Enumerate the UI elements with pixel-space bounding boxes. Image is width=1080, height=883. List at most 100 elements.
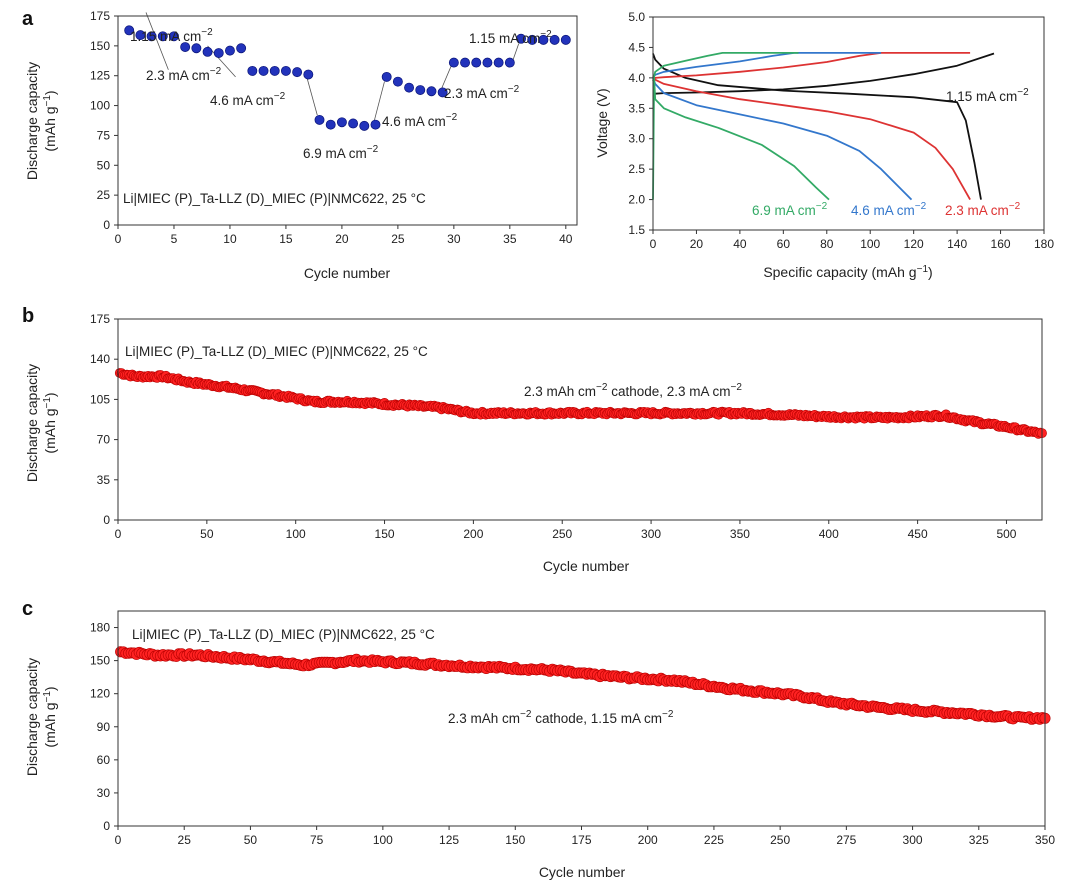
a-cycling-point: [560, 34, 571, 45]
a-voltage-x-tick-label: 40: [733, 237, 747, 251]
c-x-tick-label: 175: [571, 833, 591, 847]
panel-b: 0 35 70 105 140 175 0 50 100 150 200 250 300 350 400 4…: [24, 312, 1047, 574]
b-y-tick-label: 70: [97, 433, 111, 447]
b-x-tick-label: 250: [552, 527, 572, 541]
b-x-ticks: 0 50 100 150 200 250 300 350 400 450 500: [115, 520, 1017, 541]
a-voltage-y-tick-label: 1.5: [628, 223, 645, 237]
a-cycling-point: [527, 34, 538, 45]
a-cycling-point: [269, 65, 280, 76]
a-cycling-y-tick-label: 150: [90, 39, 110, 53]
a-rate-label-1: 1.15 mA cm−2: [130, 27, 213, 44]
a-voltage-y-axis-label: Voltage (V): [594, 88, 610, 157]
a-cycling-pointer-line: [305, 74, 318, 116]
a-cycling-point: [124, 25, 135, 36]
a-curve-label-4.6: 4.6 mA cm−2: [851, 201, 927, 218]
c-condition-text: 2.3 mAh cm−2 cathode, 1.15 mA cm−2: [448, 709, 674, 726]
a-cycling-y-tick-label: 175: [90, 9, 110, 23]
a-rate-label-3: 4.6 mA cm−2: [210, 91, 286, 108]
a-cycling-y-axis-label-line1: Discharge capacity: [24, 62, 40, 180]
a-cycling-point: [191, 43, 202, 54]
a-rate-label-5: 4.6 mA cm−2: [382, 112, 458, 129]
a-voltage-y-tick-label: 2.5: [628, 162, 645, 176]
a-cycling-x-tick-label: 0: [115, 232, 122, 246]
a-voltage-y-ticks: 1.5 2.0 2.5 3.0 3.5 4.0 4.5 5.0: [628, 10, 653, 237]
a-voltage-x-tick-label: 60: [777, 237, 791, 251]
a-voltage-y-tick-label: 2.0: [628, 193, 645, 207]
a-cycling-x-tick-label: 20: [335, 232, 349, 246]
a-cycling-point: [392, 76, 403, 87]
a-cycling-x-ticks: 0 5 10 15 20 25 30 35 40: [115, 225, 573, 246]
a-cycling-point: [280, 65, 291, 76]
b-y-axis-label-line2: (mAh g−1): [42, 392, 58, 453]
b-y-tick-label: 0: [103, 513, 110, 527]
a-cycling-point: [236, 43, 247, 54]
b-y-ticks: 0 35 70 105 140 175: [90, 312, 118, 527]
a-cycling-points: [124, 25, 571, 131]
c-y-tick-label: 60: [97, 753, 111, 767]
panel-a-cycling: 0 25 50 75 100 125 150 175 0 5 10 15 20 25 30 35 40 1.1…: [24, 9, 578, 281]
b-points: [114, 368, 1047, 439]
a-cycling-point: [135, 30, 146, 41]
b-x-tick-label: 200: [463, 527, 483, 541]
a-cycling-y-tick-label: 0: [103, 218, 110, 232]
a-cycling-point: [381, 71, 392, 82]
b-y-tick-label: 35: [97, 473, 111, 487]
a-cycling-point: [426, 86, 437, 97]
a-cycling-pointer-line: [440, 64, 452, 92]
a-voltage-y-tick-label: 4.0: [628, 71, 645, 85]
a-voltage-plot-frame: [652, 16, 1045, 231]
a-cycling-y-axis-label-line2: (mAh g−1): [42, 90, 58, 151]
a-cycling-x-axis-label: Cycle number: [304, 265, 391, 281]
a-cycling-point: [348, 118, 359, 129]
a-cycling-x-tick-label: 5: [171, 232, 178, 246]
a-cycling-pointer-line: [372, 81, 385, 125]
b-x-tick-label: 300: [641, 527, 661, 541]
c-y-tick-label: 120: [90, 687, 110, 701]
a-rate-label-2: 2.3 mA cm−2: [146, 66, 222, 83]
b-x-tick-label: 350: [730, 527, 750, 541]
c-y-tick-label: 90: [97, 720, 111, 734]
c-x-tick-label: 275: [836, 833, 856, 847]
a-cycling-point: [415, 85, 426, 95]
a-cycling-point: [460, 57, 470, 68]
a-voltage-curve: [652, 52, 971, 80]
a-cycling-point: [549, 34, 560, 45]
a-cycling-point: [314, 114, 325, 125]
a-cycling-point: [202, 46, 213, 57]
a-cycling-point: [325, 119, 336, 130]
b-x-tick-label: 150: [375, 527, 395, 541]
a-cycling-point: [448, 57, 459, 68]
a-cycling-x-tick-label: 30: [447, 232, 461, 246]
a-voltage-curve: [652, 52, 995, 96]
c-x-tick-label: 200: [638, 833, 658, 847]
panel-c: 0 30 60 90 120 150 180 0 25 50 75 100 125 150 175 200 2…: [24, 610, 1055, 880]
a-cycling-point: [336, 117, 347, 128]
panel-c-label: c: [22, 598, 33, 620]
a-voltage-x-ticks: 0 20 40 60 80 100 120 140 160 180: [650, 230, 1054, 251]
b-x-tick-label: 500: [996, 527, 1016, 541]
c-x-ticks: 0 25 50 75 100 125 150 175 200 225 250 275 300 325 350: [115, 826, 1055, 847]
a-curve-label-2.3: 2.3 mA cm−2: [945, 201, 1021, 218]
a-cycling-point: [292, 67, 303, 78]
b-x-tick-label: 400: [819, 527, 839, 541]
a-cycling-x-tick-label: 40: [559, 232, 573, 246]
c-y-tick-label: 150: [90, 654, 110, 668]
c-y-ticks: 0 30 60 90 120 150 180: [90, 621, 118, 833]
a-cycling-point: [493, 57, 504, 68]
a-cycling-point: [157, 31, 168, 42]
a-cycling-point: [471, 57, 482, 68]
panel-a-label: a: [22, 8, 34, 30]
a-cycling-pointer-line: [145, 12, 169, 70]
a-cycling-plot-frame: [117, 15, 578, 226]
a-cycling-point: [303, 69, 314, 80]
a-cycling-y-tick-label: 50: [97, 158, 111, 172]
c-x-tick-label: 100: [373, 833, 393, 847]
a-cycling-y-tick-label: 100: [90, 99, 110, 113]
b-condition-text: 2.3 mAh cm−2 cathode, 2.3 mA cm−2: [524, 382, 742, 399]
c-y-tick-label: 180: [90, 621, 110, 635]
b-cell-text: Li|MIEC (P)_Ta-LLZ (D)_MIEC (P)|NMC622, …: [125, 344, 428, 359]
a-voltage-curve: [652, 52, 799, 82]
a-voltage-x-tick-label: 20: [690, 237, 704, 251]
a-cycling-point: [437, 87, 448, 98]
